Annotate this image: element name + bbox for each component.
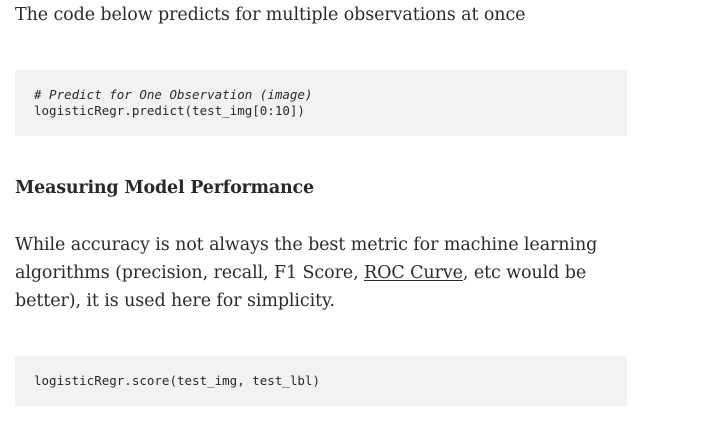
code-line-score: logisticRegr.score(test_img, test_lbl) [34,373,320,388]
roc-curve-link[interactable]: ROC Curve [364,263,463,283]
code-block-predict: # Predict for One Observation (image) log… [15,70,627,136]
code-block-score: logisticRegr.score(test_img, test_lbl) [15,356,627,406]
body-text-after-link: , etc would be better), it is used here … [15,263,587,311]
code-line-predict: logisticRegr.predict(test_img[0:10]) [34,103,305,118]
intro-paragraph: The code below predicts for multiple obs… [15,5,526,25]
body-paragraph: While accuracy is not always the best me… [15,231,627,315]
section-heading: Measuring Model Performance [15,178,314,198]
body-text-before-link: While accuracy is not always the best me… [15,235,598,283]
code-comment: # Predict for One Observation (image) [34,87,313,102]
